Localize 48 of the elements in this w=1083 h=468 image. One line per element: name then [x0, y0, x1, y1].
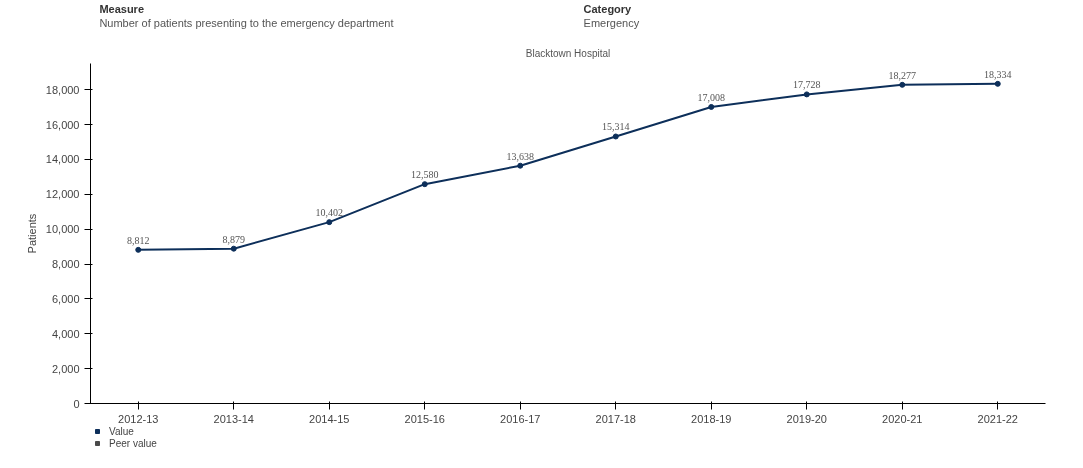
text: Emergency [583, 16, 640, 29]
y-tick-label: 6,000 [51, 292, 80, 305]
text: Category [583, 2, 633, 15]
chart-title: Blacktown Hospital [525, 47, 611, 59]
text: Number of patients presenting to the emergency department [99, 16, 394, 29]
data-label: 18,277 [888, 69, 916, 81]
y-axis-title: Patients [25, 213, 38, 254]
data-label: 10,402 [315, 207, 343, 219]
x-tick-label: 2016-17 [500, 412, 541, 425]
x-tick-label: 2018-19 [691, 412, 732, 425]
text: Measure [99, 2, 145, 15]
point [517, 162, 524, 169]
y-tick-label: 2,000 [51, 362, 80, 375]
data-label: 8,879 [222, 233, 245, 245]
y-tick-label: 16,000 [45, 118, 80, 131]
x-tick-label: 2017-18 [595, 412, 636, 425]
point [230, 245, 237, 252]
data-label: 15,314 [602, 121, 630, 133]
point [326, 219, 333, 226]
x-tick-label: 2012-13 [118, 412, 159, 425]
point [612, 133, 619, 140]
y-tick-label: 10,000 [45, 223, 80, 236]
data-label: 12,580 [411, 169, 439, 181]
point [803, 91, 810, 98]
data-label: 17,008 [697, 91, 725, 103]
x-tick-label: 2021-22 [977, 412, 1018, 425]
point [994, 80, 1001, 87]
data-label: 18,334 [984, 68, 1012, 80]
y-tick-label: 12,000 [45, 188, 80, 201]
point [135, 246, 142, 253]
x-tick-label: 2019-20 [786, 412, 827, 425]
x-tick-label: 2014-15 [309, 412, 350, 425]
point [708, 103, 715, 110]
y-tick-label: 18,000 [45, 83, 80, 96]
y-tick-label: 8,000 [51, 258, 80, 271]
data-label: 17,728 [793, 79, 821, 91]
y-tick-label: 14,000 [45, 153, 80, 166]
x-tick-label: 2015-16 [404, 412, 445, 425]
legend-label: Value [109, 425, 134, 437]
y-tick-label: 4,000 [51, 327, 80, 340]
x-tick-label: 2020-21 [882, 412, 923, 425]
point [899, 81, 906, 88]
data-label: 13,638 [506, 150, 534, 162]
legend-label: Peer value [109, 437, 157, 449]
x-tick-label: 2013-14 [213, 412, 254, 425]
y-tick-label: 0 [73, 397, 80, 410]
data-label: 8,812 [127, 234, 150, 246]
point [421, 181, 428, 188]
